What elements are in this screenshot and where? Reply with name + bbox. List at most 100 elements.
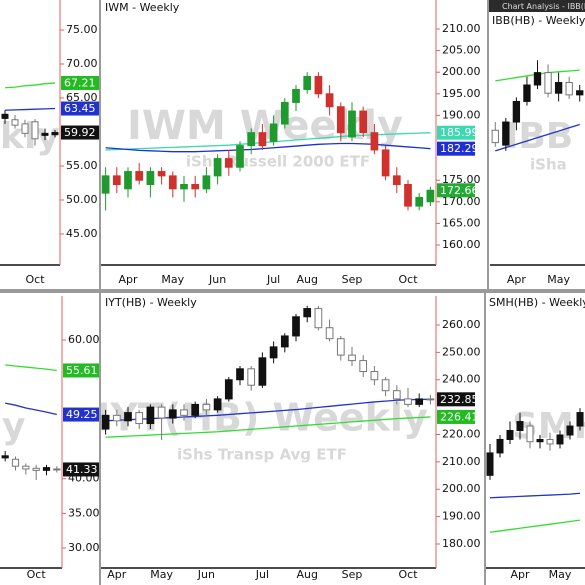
window-title-bar [489, 0, 585, 12]
candle-body [348, 354, 356, 362]
y-tick-label: 65.00 [66, 91, 98, 104]
candle-body [546, 438, 554, 445]
candle-body [51, 132, 59, 136]
price-badge [437, 392, 475, 407]
candle-body [523, 84, 531, 102]
y-tick-label: 30.00 [68, 541, 100, 554]
candle-body [191, 184, 200, 190]
watermark: iShs Russell 2000 ETF [186, 153, 370, 171]
price-badge [61, 125, 99, 140]
y-tick-label: 250.00 [442, 345, 481, 358]
x-tick-label: Jul [266, 273, 280, 286]
candle-body [415, 196, 424, 207]
candle-body [415, 398, 424, 405]
candle-body [516, 421, 524, 431]
candle-body [314, 76, 323, 95]
candle-body [258, 357, 267, 386]
candle-body [370, 371, 379, 381]
price-badge [437, 141, 475, 156]
candle-body [426, 398, 435, 401]
price-badge [63, 363, 99, 378]
candle-body [566, 425, 574, 436]
y-tick-label: 200.00 [442, 65, 481, 78]
candle-body [101, 175, 110, 194]
watermark: kly [0, 116, 60, 157]
moving-average-line [4, 82, 56, 89]
candle-body [135, 412, 144, 425]
candle-body [381, 149, 390, 177]
price-badge-label: 67.21 [64, 76, 96, 89]
candle-body [336, 338, 345, 356]
candle-body [146, 406, 155, 425]
candle-body [21, 123, 29, 134]
y-tick-label: 45.00 [66, 227, 98, 240]
y-tick-label: 165.00 [442, 216, 481, 229]
candle-body [280, 101, 289, 125]
y-tick-label: 210.00 [442, 455, 481, 468]
candle-body [554, 82, 563, 94]
candle-body [392, 390, 401, 400]
price-badge-label: 41.33 [66, 463, 98, 476]
price-badge [437, 183, 475, 198]
panel-background [101, 293, 484, 585]
candle-body [325, 93, 334, 108]
watermark: IYT(HB) Weekly [96, 396, 428, 440]
candle-body [41, 132, 49, 136]
candle-body [512, 100, 521, 123]
x-tick-label: Oct [27, 568, 47, 581]
candle-body [124, 171, 132, 190]
x-tick-label: Oct [398, 273, 418, 286]
y-tick-label: 60.00 [68, 333, 100, 346]
y-tick-label: 240.00 [442, 373, 481, 386]
x-tick-label: May [161, 273, 184, 286]
watermark: y [2, 406, 25, 447]
panel-background [0, 293, 99, 585]
watermark: iShs Transp Avg ETF [177, 446, 347, 464]
x-tick-label: Apr [118, 273, 138, 286]
candle-body [536, 438, 544, 443]
x-tick-label: Sep [342, 273, 363, 286]
candle-body [22, 465, 30, 470]
panel-background [101, 0, 487, 289]
y-tick-label: 195.00 [442, 87, 481, 100]
candle-body [565, 82, 573, 96]
candle-body [496, 438, 504, 454]
candle-body [404, 398, 412, 405]
y-tick-label: 170.00 [442, 195, 481, 208]
chart-title: IYT(HB) - Weekly [105, 296, 197, 309]
candle-body [1, 455, 9, 459]
candle-body [292, 316, 300, 337]
price-badge [437, 409, 475, 424]
moving-average-line [5, 364, 57, 372]
price-badge [63, 407, 99, 422]
x-tick-label: Apr [107, 568, 127, 581]
candle-body [224, 158, 233, 168]
candle-body [576, 412, 584, 427]
x-tick-label: Apr [510, 568, 530, 581]
y-tick-label: 180.00 [442, 537, 481, 550]
panel-background [0, 0, 99, 289]
candle-body [202, 175, 211, 190]
y-tick-label: 75.00 [66, 23, 98, 36]
x-tick-label: May [547, 273, 570, 286]
candle-body [135, 171, 144, 181]
candle-body [370, 132, 379, 151]
chart-title: IWM - Weekly [105, 1, 180, 14]
candle-body [42, 467, 51, 471]
candle-body [247, 132, 256, 147]
candle-body [491, 129, 499, 144]
moving-average-line [489, 492, 581, 499]
x-tick-label: Apr [507, 273, 527, 286]
candle-body [124, 412, 132, 422]
y-tick-label: 190.00 [442, 108, 481, 121]
moving-average-line [105, 416, 431, 438]
candle-body [381, 379, 390, 392]
candle-body [303, 76, 312, 90]
candle-body [247, 368, 256, 386]
candle-body [31, 121, 39, 140]
candle-body [359, 360, 368, 373]
price-badge [437, 125, 475, 140]
